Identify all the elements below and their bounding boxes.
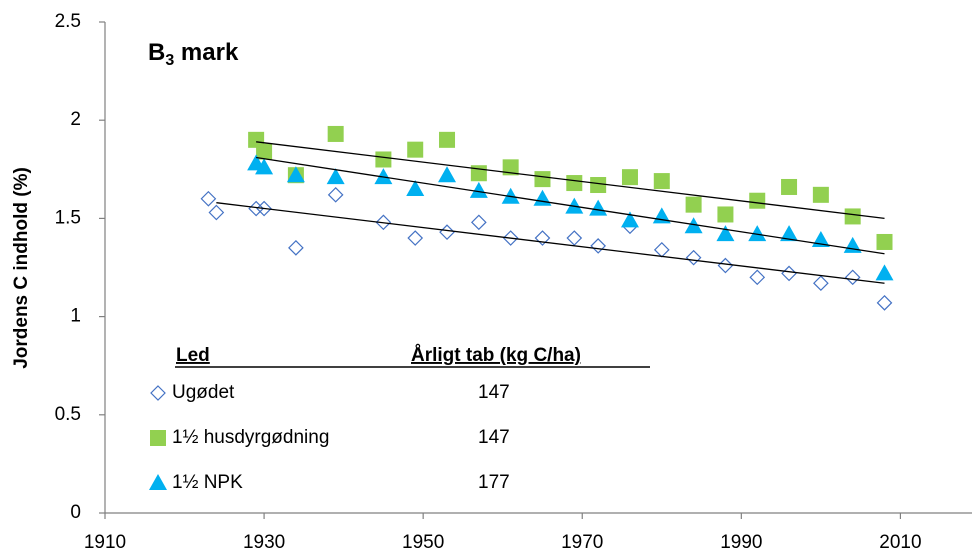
data-point: [288, 240, 304, 256]
data-point: [438, 166, 457, 183]
data-point: [749, 269, 766, 286]
data-point: [407, 230, 424, 246]
trend-line: [216, 202, 885, 284]
data-point: [590, 177, 607, 194]
legend-header: Led: [176, 345, 210, 366]
data-point: [375, 214, 392, 231]
data-point: [439, 224, 455, 240]
legend-marker: [149, 474, 167, 490]
data-point: [717, 257, 734, 274]
data-point: [844, 269, 861, 286]
data-point: [407, 141, 424, 158]
data-point: [781, 265, 797, 282]
y-tick-label: 0.5: [55, 404, 81, 425]
data-point: [566, 230, 583, 246]
title-subscript: 3: [165, 52, 174, 69]
data-point: [208, 204, 225, 221]
data-point: [200, 190, 217, 207]
data-point: [534, 230, 551, 246]
data-point: [469, 181, 488, 198]
data-point: [256, 143, 273, 160]
data-point: [812, 186, 829, 203]
data-point: [327, 186, 344, 203]
data-point: [844, 208, 861, 225]
data-point: [439, 131, 456, 148]
legend-label: 1½ husdyrgødning: [172, 427, 329, 448]
legend-header: Årligt tab (kg C/ha): [411, 345, 581, 366]
legend-marker: [150, 385, 166, 401]
data-point: [748, 225, 767, 242]
x-tick-label: 1910: [84, 532, 126, 553]
chart-title: B3 mark: [148, 39, 239, 69]
title-rest: mark: [174, 39, 239, 66]
data-point: [684, 217, 703, 234]
data-point: [470, 214, 487, 231]
x-tick-label: 1950: [402, 532, 444, 553]
y-tick-label: 1.5: [55, 207, 81, 228]
x-tick-label: 1990: [720, 532, 762, 553]
legend-value: 147: [478, 382, 510, 403]
data-point: [780, 225, 799, 242]
data-point: [406, 179, 425, 196]
data-point: [502, 159, 519, 176]
data-point: [876, 233, 893, 250]
data-point: [326, 168, 345, 185]
data-point: [620, 211, 639, 228]
trend-line: [256, 141, 885, 220]
x-tick-label: 1970: [561, 532, 603, 553]
legend-value: 177: [478, 472, 510, 493]
data-point: [286, 166, 305, 183]
data-point: [501, 187, 520, 204]
legend-value: 147: [478, 427, 510, 448]
data-point: [534, 171, 551, 188]
data-point: [256, 200, 272, 217]
data-point: [875, 264, 894, 281]
legend-label: Ugødet: [172, 382, 235, 403]
data-point: [813, 275, 829, 292]
y-tick-label: 1: [70, 306, 81, 327]
data-point: [717, 206, 734, 223]
data-point: [566, 175, 583, 192]
y-axis-label: Jordens C indhold (%): [11, 167, 32, 369]
data-point: [685, 196, 702, 213]
data-point: [843, 236, 862, 253]
data-point: [255, 158, 274, 175]
legend-marker: [150, 430, 166, 446]
y-tick-label: 2.5: [55, 11, 81, 32]
data-point: [621, 169, 638, 186]
data-point: [248, 200, 264, 217]
data-point: [374, 168, 393, 185]
data-point: [375, 151, 392, 168]
data-point: [781, 178, 798, 195]
title-main: B: [148, 39, 165, 66]
data-point: [590, 238, 607, 254]
data-point: [716, 225, 735, 242]
y-tick-label: 0: [70, 502, 81, 523]
data-point: [502, 230, 519, 246]
data-point: [685, 249, 702, 266]
data-point: [589, 199, 608, 216]
y-tick-label: 2: [70, 109, 81, 130]
data-point: [876, 295, 893, 311]
data-point: [749, 192, 766, 209]
data-point: [327, 125, 344, 142]
data-point: [533, 189, 552, 206]
x-tick-label: 1930: [243, 532, 285, 553]
legend-label: 1½ NPK: [172, 472, 243, 493]
data-point: [653, 173, 670, 190]
x-tick-label: 2010: [879, 532, 921, 553]
data-point: [653, 241, 670, 258]
trend-line: [256, 156, 885, 255]
